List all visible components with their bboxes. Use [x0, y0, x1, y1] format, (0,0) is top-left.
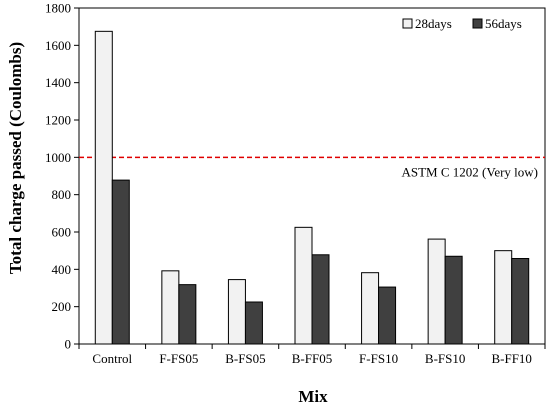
- reference-line-label: ASTM C 1202 (Very low): [402, 164, 539, 179]
- x-tick-label: F-FS10: [359, 351, 398, 366]
- bar-56days-F-FS10: [378, 286, 397, 345]
- bar-28days-B-FF05: [294, 226, 313, 345]
- y-tick-label: 800: [52, 187, 72, 202]
- y-tick-label: 1000: [45, 150, 71, 165]
- bar-56days-B-FF10: [511, 258, 530, 345]
- y-tick-label: 1600: [45, 38, 71, 53]
- y-tick-label: 600: [52, 225, 72, 240]
- y-tick-label: 0: [65, 337, 72, 352]
- y-tick-label: 400: [52, 262, 72, 277]
- x-tick-label: B-FS10: [425, 351, 465, 366]
- bar-56days-Control: [111, 179, 130, 345]
- bar-28days-B-FS05: [227, 279, 246, 345]
- x-tick-label: B-FF05: [292, 351, 332, 366]
- legend-label-28days: 28days: [415, 16, 452, 31]
- bar-28days-Control: [94, 30, 113, 345]
- legend-swatch-56days: [472, 18, 483, 29]
- bar-56days-B-FF05: [311, 254, 330, 345]
- x-tick-label: B-FS05: [225, 351, 265, 366]
- x-tick-label: B-FF10: [491, 351, 531, 366]
- bar-28days-B-FS10: [427, 238, 446, 345]
- x-axis-title: Mix: [298, 387, 328, 406]
- legend-swatch-28days: [402, 18, 413, 29]
- y-tick-label: 1400: [45, 75, 71, 90]
- bar-28days-B-FF10: [494, 250, 513, 345]
- y-tick-label: 1200: [45, 113, 71, 128]
- x-tick-label: F-FS05: [159, 351, 198, 366]
- bar-56days-B-FS05: [244, 301, 263, 345]
- y-axis-title: Total charge passed (Coulombs): [6, 42, 25, 274]
- bar-56days-B-FS10: [444, 255, 463, 345]
- bar-28days-F-FS10: [361, 272, 380, 345]
- bar-56days-F-FS05: [178, 284, 197, 345]
- x-tick-label: Control: [92, 351, 132, 366]
- legend-label-56days: 56days: [485, 16, 522, 31]
- y-tick-label: 1800: [45, 1, 71, 16]
- bar-28days-F-FS05: [161, 270, 180, 345]
- y-tick-label: 200: [52, 299, 72, 314]
